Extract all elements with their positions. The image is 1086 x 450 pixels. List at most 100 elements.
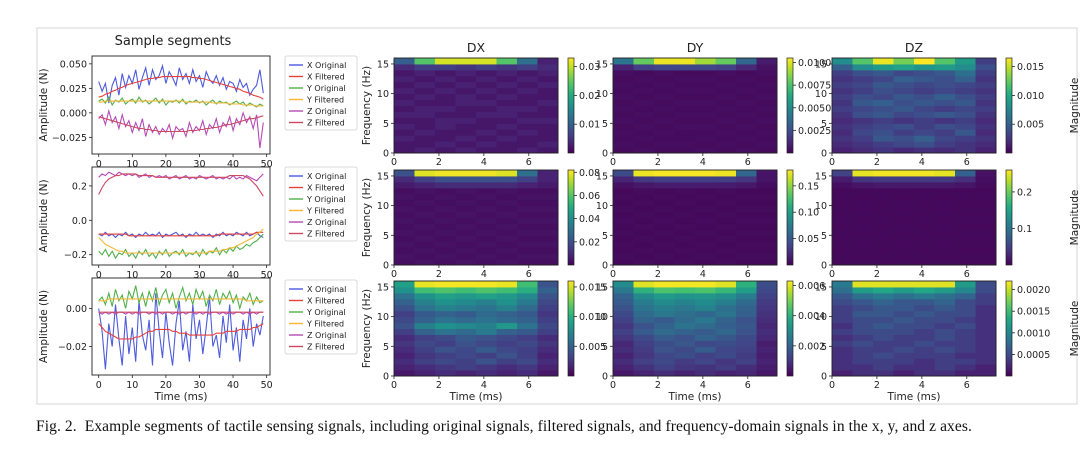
heatmap-cell xyxy=(756,241,778,248)
heatmap-cell xyxy=(674,75,696,83)
heatmap-cell xyxy=(674,217,696,224)
heatmap-cell xyxy=(537,193,559,201)
x-tick-label: 0 xyxy=(829,269,835,280)
heatmap-cell xyxy=(893,111,915,118)
heatmap-cell xyxy=(435,328,456,335)
heatmap-cell xyxy=(736,235,757,242)
heatmap-cell xyxy=(613,229,634,236)
x-tick-label: 0 xyxy=(829,157,835,168)
heatmap-cell xyxy=(715,328,737,335)
legend-entry: Y Filtered xyxy=(306,320,344,329)
heatmap-cell xyxy=(654,292,675,300)
heatmap-cell xyxy=(715,346,737,353)
heatmap-cell xyxy=(455,211,477,218)
heatmap-cell xyxy=(832,223,853,230)
heatmap-cell xyxy=(674,87,696,95)
heatmap-cell xyxy=(873,147,894,154)
legend-entry: Z Filtered xyxy=(307,230,345,239)
heatmap-cell xyxy=(852,93,874,101)
heatmap-cell xyxy=(873,135,894,142)
heatmap-cell xyxy=(435,292,456,300)
heatmap-cell xyxy=(633,105,655,112)
heatmap-cell xyxy=(934,241,956,248)
legend-column: X Original X Filtered Y Original Y Filtered… xyxy=(284,55,358,355)
series-line-z-original xyxy=(98,108,264,149)
heatmap-cell xyxy=(852,105,874,112)
heatmap-cell xyxy=(435,187,456,195)
x-tick-label: 40 xyxy=(227,159,239,170)
heatmap-cell xyxy=(517,58,538,65)
heatmap-cell xyxy=(914,81,935,89)
heatmap-cell xyxy=(476,123,497,130)
x-tick-label: 4 xyxy=(481,380,487,391)
heatmap-cell xyxy=(975,322,997,329)
series-line-y-filtered xyxy=(98,228,264,254)
heatmap-cell xyxy=(476,316,497,324)
heatmap-cell xyxy=(852,75,874,83)
colorbar-tick-label: 0.2 xyxy=(1017,187,1032,198)
x-tick-label: 2 xyxy=(436,269,442,280)
heatmap-cell xyxy=(715,129,737,136)
heatmap-cell xyxy=(955,364,976,371)
heatmap-cell xyxy=(934,87,956,95)
y-tick-label: 15 xyxy=(596,171,608,182)
y-tick-label: 10 xyxy=(596,89,608,100)
heatmap-cell xyxy=(633,253,655,260)
heatmap-cell xyxy=(674,346,696,353)
heatmap-cell xyxy=(633,93,655,101)
colorbar xyxy=(1005,280,1013,377)
heatmap-cell xyxy=(852,111,874,118)
heatmap-cell xyxy=(975,370,997,377)
heatmap-cell xyxy=(873,346,894,353)
heatmap-cell xyxy=(537,310,559,318)
heatmap-cell xyxy=(435,99,456,106)
heatmap-cell xyxy=(934,93,956,101)
heatmap-cell xyxy=(914,334,935,341)
heatmap-cell xyxy=(852,87,874,95)
heatmap-cell xyxy=(715,364,737,371)
heatmap-cell xyxy=(934,123,956,130)
heatmap-cell xyxy=(832,322,853,329)
heatmap-cell xyxy=(476,322,497,329)
heatmap-panel-r1-c3: 0 2 4 6 0 5 10 15 DZ 0.005 0.010 0.015 Magnitude xyxy=(815,40,1081,168)
y-tick-label: 15 xyxy=(377,282,389,293)
heatmap-cell xyxy=(414,247,436,254)
heatmap-cell xyxy=(654,286,675,294)
heatmap-cell xyxy=(756,281,778,288)
y-tick-label: 5 xyxy=(821,231,827,242)
heatmap-cell xyxy=(934,247,956,254)
heatmap-cell xyxy=(517,340,538,347)
heatmap-cell xyxy=(695,298,716,306)
heatmap-cell xyxy=(633,334,655,341)
heatmap-cell xyxy=(736,298,757,306)
heatmap-cell xyxy=(934,99,956,106)
heatmap-cell xyxy=(934,322,956,329)
heatmap-cell xyxy=(715,241,737,248)
heatmap-cell xyxy=(695,181,716,189)
heatmap-cell xyxy=(852,322,874,329)
heatmap-cell xyxy=(736,147,757,154)
heatmap-cell xyxy=(517,117,538,124)
heatmap-cell xyxy=(476,259,497,266)
heatmap-cell xyxy=(435,253,456,260)
heatmap-cell xyxy=(975,193,997,201)
heatmap-cell xyxy=(435,63,456,71)
heatmap-cell xyxy=(435,193,456,201)
heatmap-cell xyxy=(914,69,935,77)
heatmap-cell xyxy=(414,193,436,201)
heatmap-cell xyxy=(455,81,477,89)
heatmap-cell xyxy=(695,253,716,260)
heatmap-cell xyxy=(934,223,956,230)
y-axis-label: Frequency (Hz) xyxy=(361,178,373,257)
heatmap-cell xyxy=(955,292,976,300)
heatmap-cell xyxy=(537,364,559,371)
heatmap-cell xyxy=(832,81,853,89)
heatmap-cell xyxy=(476,135,497,142)
heatmap-cell xyxy=(736,63,757,71)
heatmap-cell xyxy=(975,358,997,365)
heatmap-cell xyxy=(496,87,518,95)
heatmap-cell xyxy=(537,211,559,218)
heatmap-cell xyxy=(756,135,778,142)
heatmap-cell xyxy=(674,304,696,312)
heatmap-cell xyxy=(756,147,778,154)
